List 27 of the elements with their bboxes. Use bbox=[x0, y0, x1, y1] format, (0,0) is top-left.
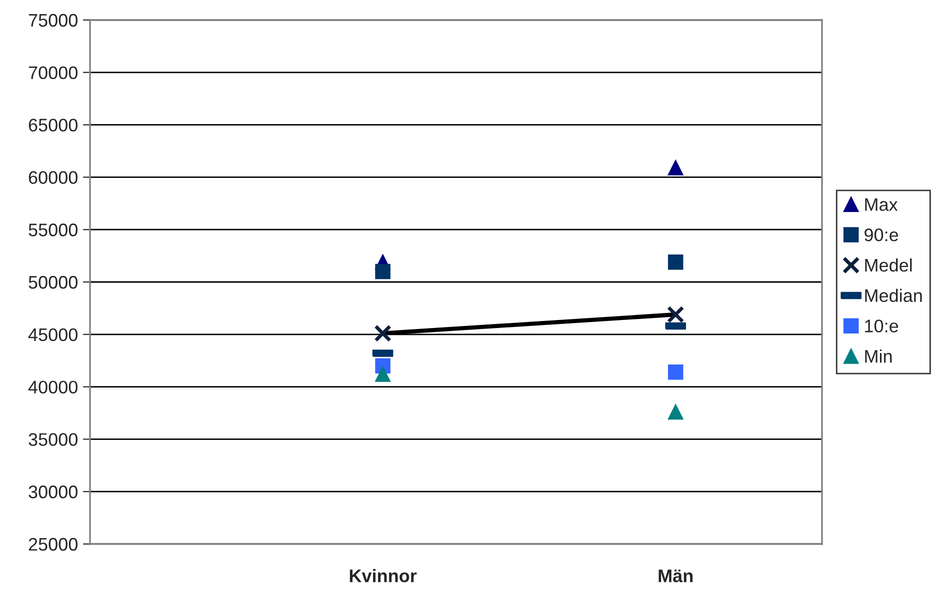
y-tick-label: 25000 bbox=[28, 538, 78, 551]
y-tick-label: 35000 bbox=[28, 433, 78, 446]
x-tick-label: Män bbox=[658, 570, 693, 582]
legend-label: 90:e bbox=[864, 228, 898, 242]
y-tick-label: 60000 bbox=[28, 171, 78, 184]
legend-label: Median bbox=[865, 288, 922, 302]
point bbox=[374, 324, 392, 342]
legend-label: Max bbox=[865, 198, 898, 211]
y-tick-label: 40000 bbox=[28, 380, 78, 394]
point bbox=[668, 254, 684, 270]
point bbox=[375, 366, 390, 382]
point bbox=[668, 404, 684, 420]
y-tick-label: 55000 bbox=[28, 224, 78, 236]
x-tick-label: Kvinnor bbox=[350, 569, 417, 582]
legend-label: Min bbox=[865, 350, 892, 363]
y-tick-label: 70000 bbox=[28, 66, 78, 80]
y-tick-label: 30000 bbox=[28, 486, 78, 498]
point bbox=[668, 364, 684, 380]
legend-label: 10:e bbox=[865, 320, 898, 332]
y-tick-label: 65000 bbox=[28, 118, 78, 132]
point bbox=[375, 264, 390, 280]
y-tick-label: 75000 bbox=[28, 14, 78, 27]
y-tick-label: 50000 bbox=[28, 276, 78, 289]
point bbox=[666, 306, 684, 324]
point bbox=[668, 160, 684, 176]
legend-label: Medel bbox=[865, 258, 912, 272]
y-tick-label: 45000 bbox=[28, 328, 78, 342]
